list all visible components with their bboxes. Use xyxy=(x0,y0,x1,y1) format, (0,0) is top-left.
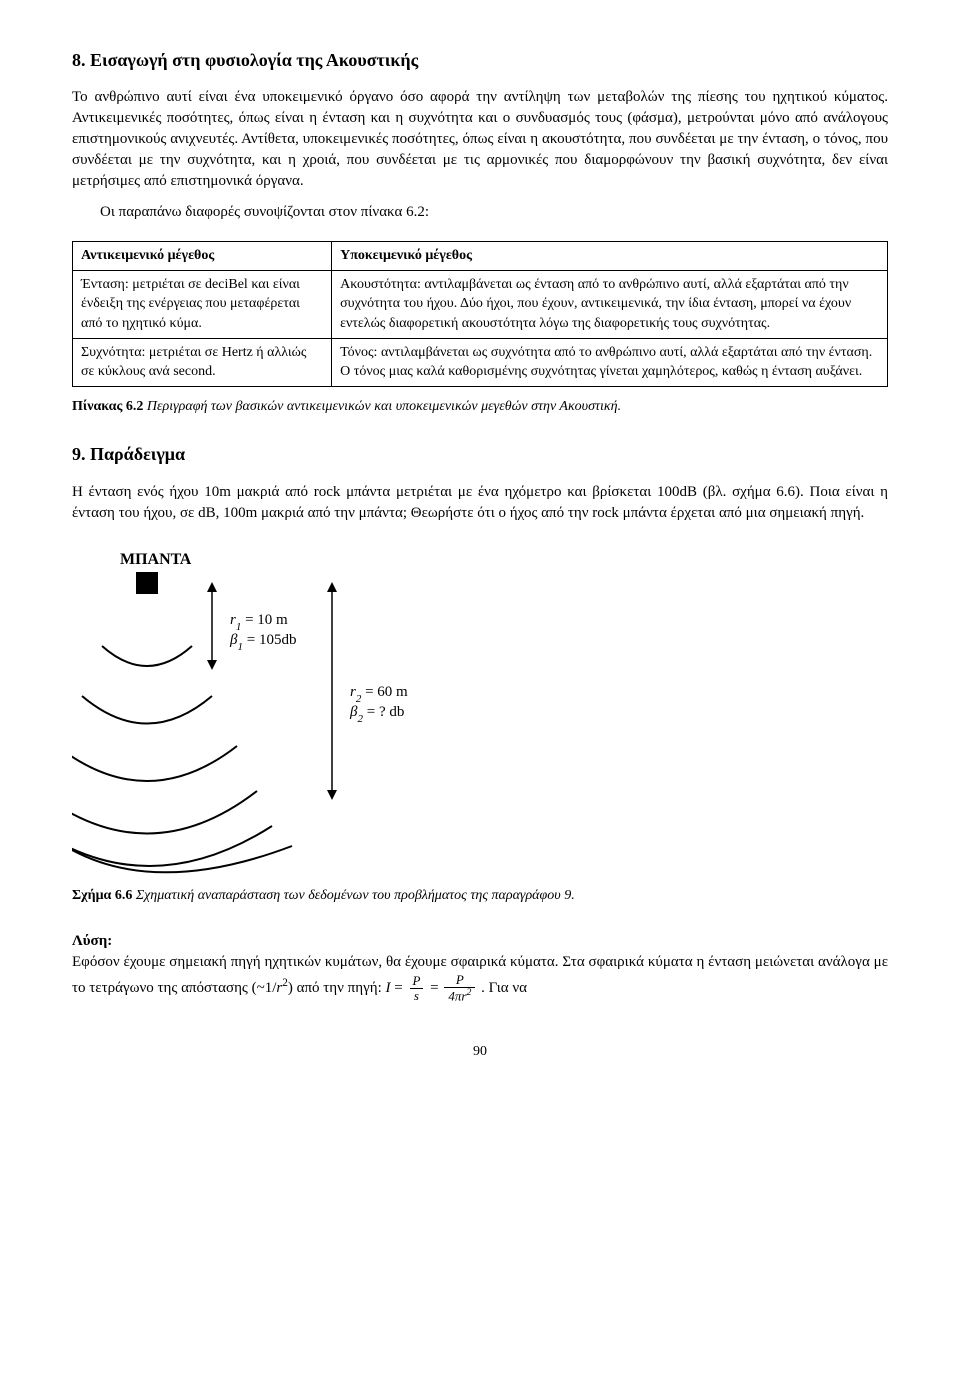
table-6-2: Αντικειμενικό μέγεθος Υποκειμενικό μέγεθ… xyxy=(72,241,888,387)
svg-text:β1 = 105db: β1 = 105db xyxy=(229,632,296,653)
frac-num: P xyxy=(452,973,468,987)
table-row: Συχνότητα: μετριέται σε Hertz ή αλλιώς σ… xyxy=(73,338,888,386)
svg-text:β2 = ? db: β2 = ? db xyxy=(349,704,404,725)
table-caption: Πίνακας 6.2 Περιγραφή των βασικών αντικε… xyxy=(72,397,888,417)
svg-text:r2 = 60 m: r2 = 60 m xyxy=(350,684,408,705)
fraction-2: P 4πr2 xyxy=(444,973,475,1004)
figure-svg: ΜΠΑΝΤΑ r1 = 10 m β1 = 105db r2 = 60 m β2… xyxy=(72,546,592,876)
section-8-para-1: Το ανθρώπινο αυτί είναι ένα υποκειμενικό… xyxy=(72,87,888,192)
frac-den: s xyxy=(410,988,423,1003)
table-row: Ένταση: μετριέται σε deciBel και είναι έ… xyxy=(73,270,888,338)
solution-heading: Λύση: xyxy=(72,931,888,952)
frac-num: P xyxy=(408,974,424,988)
table-header-left: Αντικειμενικό μέγεθος xyxy=(73,242,332,271)
table-cell: Ακουστότητα: αντιλαμβάνεται ως ένταση απ… xyxy=(332,270,888,338)
fraction-1: P s xyxy=(408,974,424,1004)
section-9-para: Η ένταση ενός ήχου 10m μακριά από rock μ… xyxy=(72,482,888,524)
solution-text-a: Εφόσον έχουμε σημειακή πηγή ηχητικών κυμ… xyxy=(72,954,888,996)
source-icon xyxy=(136,572,158,594)
figure-caption-text: Σχηματική αναπαράσταση των δεδομένων του… xyxy=(132,888,574,903)
section-8-para-2: Οι παραπάνω διαφορές συνοψίζονται στον π… xyxy=(72,202,888,223)
solution-text-c: . Για να xyxy=(481,980,527,996)
page-number: 90 xyxy=(72,1042,888,1062)
frac-den: 4πr2 xyxy=(444,987,475,1004)
figure-6-6: ΜΠΑΝΤΑ r1 = 10 m β1 = 105db r2 = 60 m β2… xyxy=(72,546,888,876)
equation-I: I xyxy=(385,980,390,996)
section-9-heading: 9. Παράδειγμα xyxy=(72,442,888,467)
equals-sign: = xyxy=(394,980,406,996)
solution-para-1: Εφόσον έχουμε σημειακή πηγή ηχητικών κυμ… xyxy=(72,952,888,1004)
section-8-heading: 8. Εισαγωγή στη φυσιολογία της Ακουστική… xyxy=(72,48,888,73)
table-row: Αντικειμενικό μέγεθος Υποκειμενικό μέγεθ… xyxy=(73,242,888,271)
band-label: ΜΠΑΝΤΑ xyxy=(120,551,192,568)
table-cell: Τόνος: αντιλαμβάνεται ως συχνότητα από τ… xyxy=(332,338,888,386)
table-header-right: Υποκειμενικό μέγεθος xyxy=(332,242,888,271)
table-caption-text: Περιγραφή των βασικών αντικειμενικών και… xyxy=(143,399,621,414)
figure-caption: Σχήμα 6.6 Σχηματική αναπαράσταση των δεδ… xyxy=(72,886,888,906)
equals-sign: = xyxy=(430,980,442,996)
svg-text:r1 = 10 m: r1 = 10 m xyxy=(230,612,288,633)
solution-text-b: ) από την πηγή: xyxy=(288,980,386,996)
figure-caption-label: Σχήμα 6.6 xyxy=(72,888,132,903)
table-cell: Ένταση: μετριέται σε deciBel και είναι έ… xyxy=(73,270,332,338)
table-cell: Συχνότητα: μετριέται σε Hertz ή αλλιώς σ… xyxy=(73,338,332,386)
table-caption-label: Πίνακας 6.2 xyxy=(72,399,143,414)
